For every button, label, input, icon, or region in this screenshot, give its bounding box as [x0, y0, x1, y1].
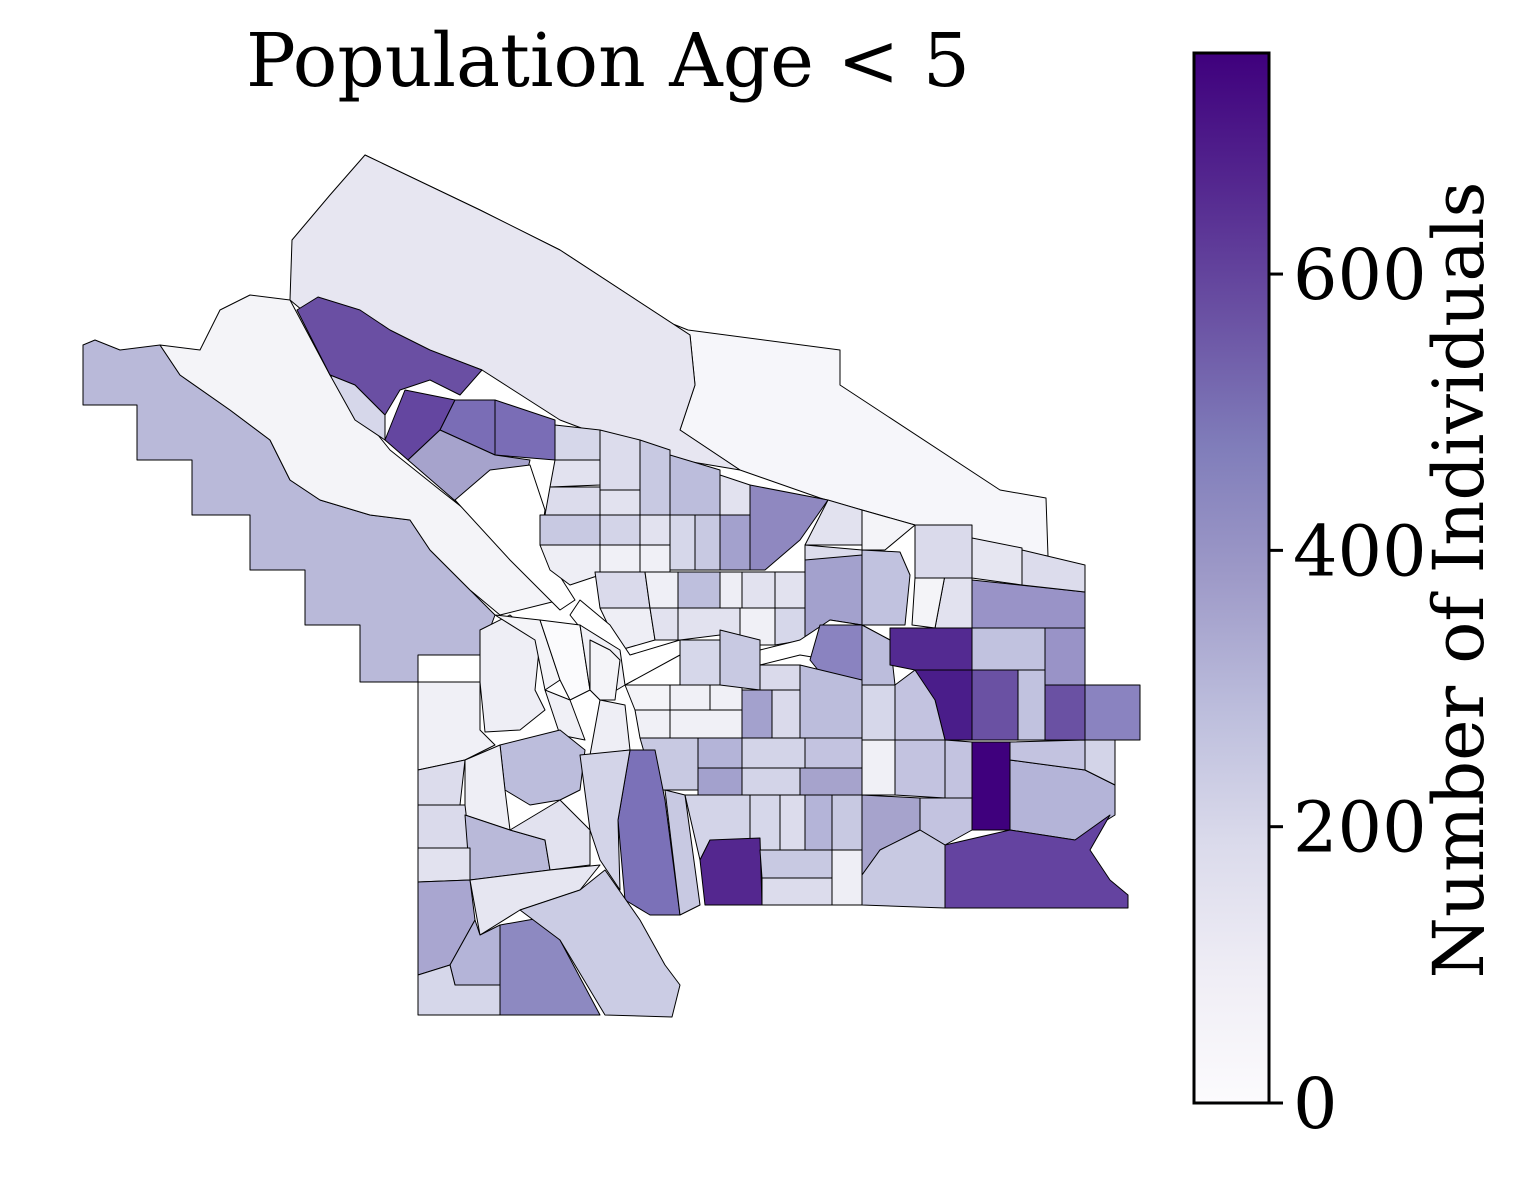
region — [861, 509, 916, 551]
region — [944, 814, 1129, 909]
region — [499, 729, 586, 806]
region — [159, 294, 561, 616]
region — [329, 374, 386, 441]
colorbar-tick-label: 600 — [1293, 234, 1427, 316]
region — [861, 829, 946, 909]
region — [894, 669, 946, 741]
map-title: Population Age < 5 — [245, 18, 971, 104]
region — [417, 964, 501, 1016]
region — [1009, 739, 1086, 771]
colorbar-tick-label: 400 — [1293, 510, 1427, 592]
region — [544, 689, 586, 741]
colorbar-tick-label: 200 — [1293, 787, 1427, 869]
region — [679, 639, 721, 686]
region — [509, 799, 591, 871]
region — [749, 484, 829, 571]
region — [699, 837, 763, 906]
region — [919, 797, 973, 846]
region — [494, 614, 561, 691]
colorbar-gradient — [1192, 51, 1271, 1105]
region — [539, 619, 591, 701]
region — [664, 789, 701, 916]
colorbar-label: Number of Individuals — [1418, 182, 1500, 979]
region — [549, 459, 601, 488]
region — [589, 639, 621, 701]
region — [617, 749, 681, 916]
region — [861, 549, 911, 626]
region — [1021, 549, 1086, 593]
region — [539, 544, 601, 586]
region — [1084, 684, 1141, 741]
colorbar-tick-label: 0 — [1293, 1063, 1338, 1145]
region — [519, 869, 681, 1018]
